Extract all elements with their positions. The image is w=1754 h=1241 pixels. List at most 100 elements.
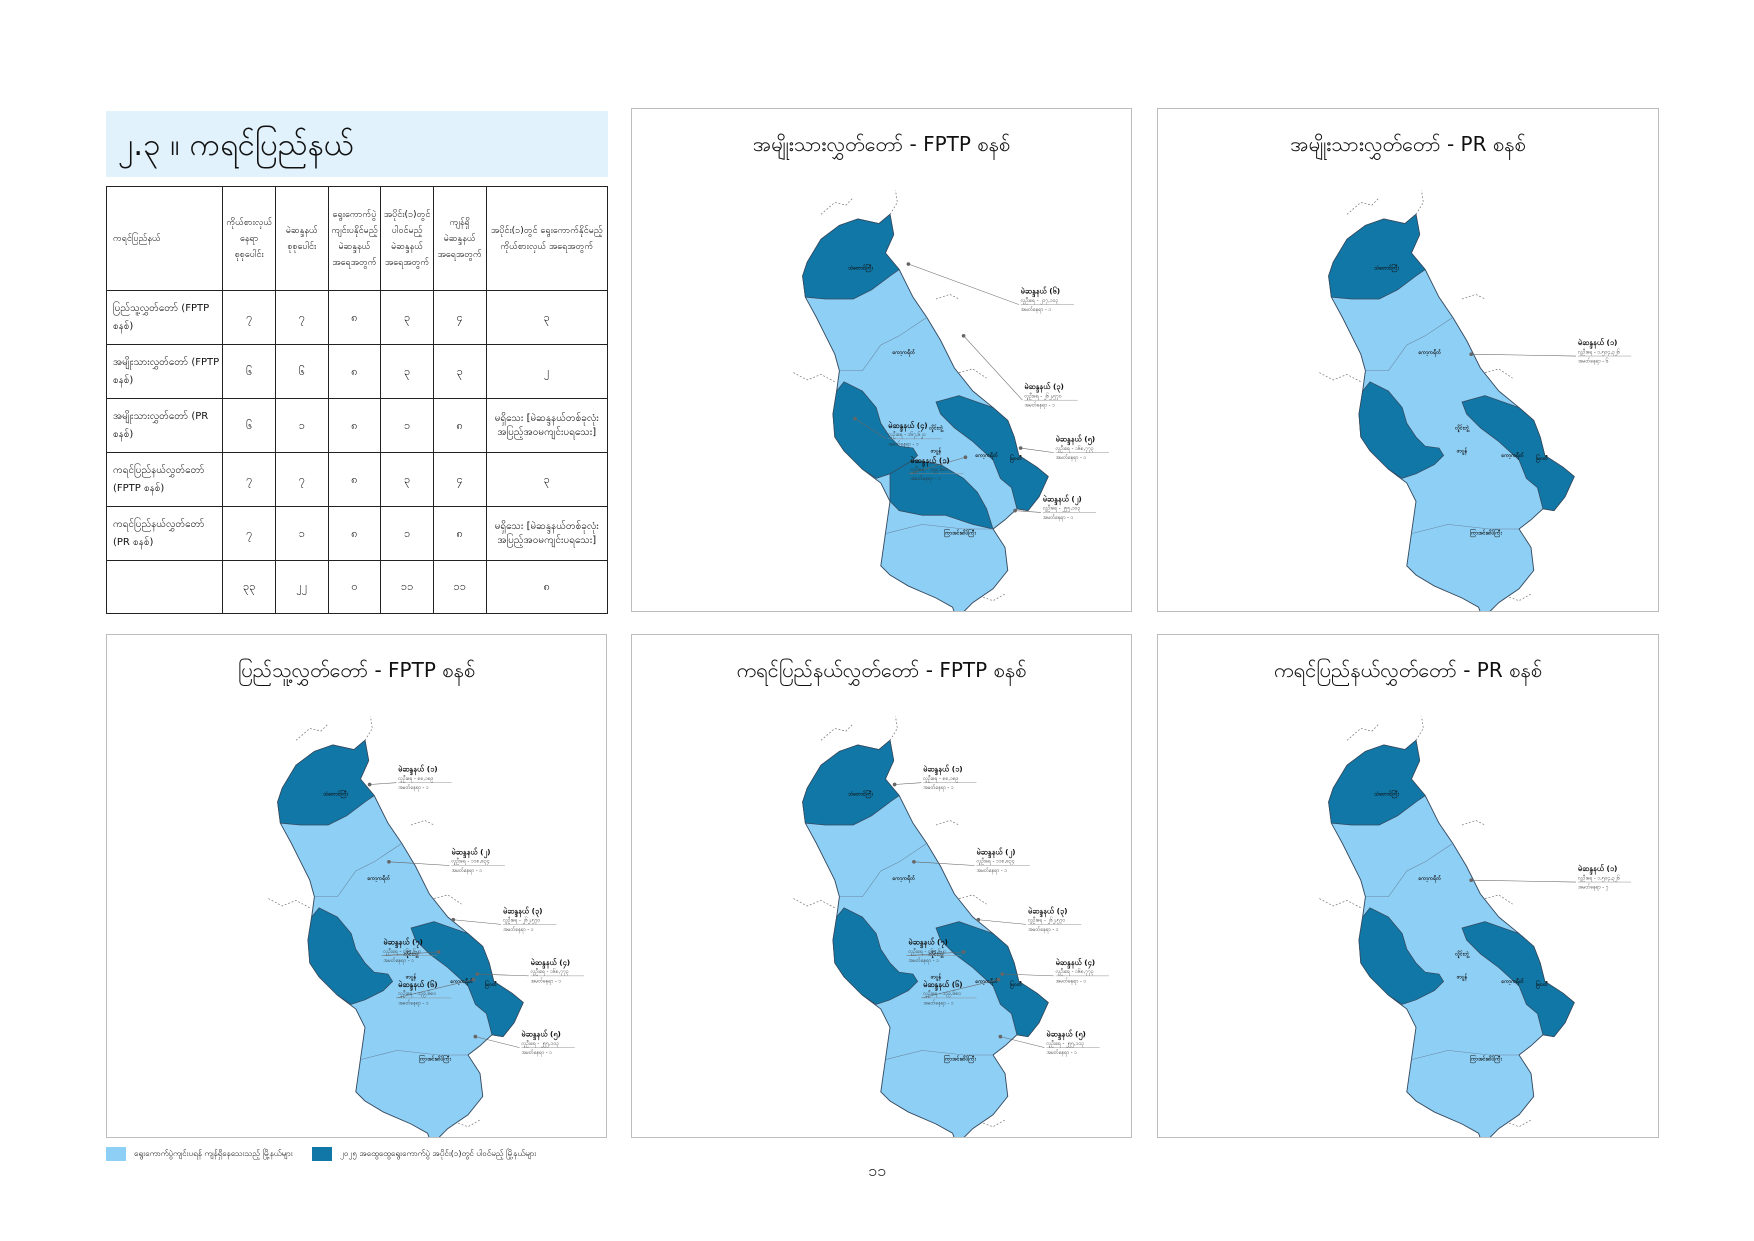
map-title: ကရင်ပြည်နယ်လွှတ်တော် - PR စနစ်: [1274, 658, 1542, 682]
district-boundary: [360, 1050, 469, 1060]
state-map: သံတောင်ကြီးကော့ကရိတ်လှိုင်းဘွဲ့ဖာပွန်ကော…: [1319, 716, 1632, 1137]
district-boundary: [1365, 843, 1453, 898]
state-map: သံတောင်ကြီးကော့ကရိတ်လှိုင်းဘွဲ့ဖာပွန်ကော…: [793, 190, 1109, 611]
page-title-box: ၂.၃ ။ ကရင်ပြည်နယ်: [106, 111, 608, 177]
page-title: ၂.၃ ။ ကရင်ပြည်နယ်: [118, 127, 354, 163]
cell: ၁: [380, 506, 434, 561]
constituency-seats: အမတ်နေရာ - ၁: [887, 441, 919, 447]
constituency-point: [1018, 446, 1023, 450]
constituency-seats: အမတ်နေရာ - ၁: [397, 1000, 429, 1006]
constituency-population: လူဦးရေ - ၂၅၅,၁၀၃: [1046, 1041, 1084, 1047]
row-name: [105, 560, 224, 614]
map-panel-national-pr: အမျိုးသားလွှတ်တော် - PR စနစ် သံတောင်ကြီး…: [1157, 108, 1659, 612]
leader-line: [1000, 1036, 1045, 1048]
row-name: ကရင်ပြည်နယ်လွှတ်တော် (FPTP စနစ်): [105, 452, 224, 507]
township-label: ကြာအင်းဆိပ်ကြီး: [1470, 530, 1502, 538]
constituency-point: [1469, 878, 1474, 883]
constituency-seats: အမတ်နေရာ - ၆: [1577, 358, 1609, 364]
map-svg: သံတောင်ကြီးကော့ကရိတ်လှိုင်းဘွဲ့ဖာပွန်ကော…: [793, 190, 1109, 611]
constituency-population: လူဦးရေ - ၁,၅၀၄,၃၂၆: [1578, 349, 1620, 355]
constituency-title: မဲဆန္ဒနယ် (၂): [451, 847, 490, 858]
leader-line: [913, 861, 975, 866]
constituency-point: [1469, 352, 1474, 357]
township-label: ဖာပွန်: [1456, 449, 1468, 456]
constituency-point: [998, 1034, 1003, 1039]
table-row: အမျိုးသားလွှတ်တော် (PR စနစ်) ၆ ၁ ၈ ၁ ၈ မ…: [105, 398, 609, 453]
border-dash: [1461, 820, 1486, 826]
table-header: ကရင်ပြည်နယ်: [105, 186, 224, 291]
township-label: ဖာပွန်: [405, 975, 417, 982]
township-label: သံတောင်ကြီး: [323, 791, 348, 799]
cell: ၈: [327, 344, 382, 399]
constituency-population: လူဦးရေ - ၂၅၅,၁၀၃: [521, 1041, 559, 1047]
constituency-point: [853, 416, 857, 421]
cell: ၈: [327, 398, 382, 453]
constituency-population: လူဦးရေ - ၁၃၉,၆၈၀: [398, 991, 437, 997]
township-label: ကြာအင်းဆိပ်ကြီး: [944, 530, 976, 538]
map-panel-pyithu-fptp: ပြည်သူ့လွှတ်တော် - FPTP စနစ် သံတောင်ကြီး…: [106, 634, 607, 1138]
cell: ၇: [222, 452, 277, 507]
table-header: ကိုယ်စားလှယ် နေရာ စုစုပေါင်း: [222, 186, 277, 291]
constituency-title: မဲဆန္ဒနယ် (၁): [923, 765, 963, 776]
constituency-title: မဲဆန္ဒနယ် (၁): [1578, 338, 1618, 349]
township-label: မြဝတီ: [1536, 455, 1549, 463]
constituency-point: [1000, 972, 1005, 976]
border-dash: [295, 723, 329, 741]
constituency-seats: အမတ်နေရာ - ၁: [397, 785, 429, 791]
constituency-point: [996, 977, 1001, 982]
constituency-point: [451, 917, 456, 922]
leader-line: [906, 951, 964, 956]
cell: မရှိသေး [မဲဆန္ဒနယ်တစ်ခုလုံး အပြည့်အဝမကျင…: [485, 398, 609, 453]
constituency-seats: အမတ်နေရာ - ၁: [1045, 1050, 1077, 1056]
township-label: ဖာပွန်: [930, 975, 942, 982]
border-dash: [410, 820, 435, 826]
leader-line: [381, 951, 439, 956]
border-dash: [935, 820, 960, 826]
border-dash: [364, 716, 373, 741]
township-label: ကော့ကရိတ်: [974, 453, 999, 460]
map-svg: သံတောင်ကြီးကော့ကရိတ်လှိုင်းဘွဲ့ဖာပွန်ကော…: [268, 716, 584, 1137]
leader-line: [475, 1036, 520, 1048]
cell: ၃: [432, 344, 487, 399]
legend-label: ၂၀၂၅ အထွေထွေရွေးကောက်ပွဲ အပိုင်း(၁)တွင် …: [340, 1149, 537, 1158]
table-header-row: ကရင်ပြည်နယ် ကိုယ်စားလှယ် နေရာ စုစုပေါင်း…: [105, 186, 609, 291]
district-boundary: [1411, 524, 1520, 534]
border-dash: [889, 716, 898, 741]
constituency-seats: အမတ်နေရာ - ၁: [975, 868, 1007, 874]
constituency-population: လူဦးရေ - ၁၆၈,၇၇၃: [1056, 446, 1094, 452]
border-dash: [433, 894, 462, 905]
row-name: အမျိုးသားလွှတ်တော် (FPTP စနစ်): [105, 344, 224, 399]
constituency-population: လူဦးရေ - ၁၆၈,၇၇၃: [1056, 969, 1094, 975]
leader-line: [1020, 447, 1054, 453]
leader-line: [477, 973, 529, 977]
table-total-row: ၃၃ ၂၂ ၀ ၁၁ ၁၁ ၈: [105, 560, 609, 614]
map-title: အမျိုးသားလွှတ်တော် - FPTP စနစ်: [752, 132, 1011, 156]
region-north: [1328, 213, 1426, 300]
cell: ၁: [275, 398, 329, 453]
total-cell: ၁၁: [380, 560, 434, 614]
border-dash: [1319, 898, 1361, 909]
map-title: အမျိုးသားလွှတ်တော် - PR စနစ်: [1290, 132, 1526, 156]
constituency-title: မဲဆန္ဒနယ် (၅): [521, 1030, 561, 1041]
leader-line: [388, 861, 450, 866]
constituency-population: လူဦးရေ - ၁၁၈,၈၃၄: [976, 859, 1014, 865]
total-cell: ၀: [327, 560, 382, 614]
map-panel-state-pr: ကရင်ပြည်နယ်လွှတ်တော် - PR စနစ် သံတောင်ကြ…: [1157, 634, 1659, 1138]
constituency-seats: အမတ်နေရာ - ၁: [1020, 307, 1052, 313]
border-dash: [1319, 372, 1361, 383]
map-title: ပြည်သူ့လွှတ်တော် - FPTP စနစ်: [237, 658, 476, 682]
constituency-point: [892, 782, 897, 787]
constituency-population: လူဦးရေ - ၈၈,၁၈၉: [398, 776, 434, 782]
region-east: [935, 395, 1049, 511]
constituency-title: မဲဆန္ဒနယ် (၅): [1046, 1030, 1086, 1041]
leader-line: [396, 979, 474, 999]
constituency-population: လူဦးရေ - ၁၆၈,၇၇၃: [531, 969, 569, 975]
constituency-title: မဲဆန္ဒနယ် (၄): [888, 421, 928, 432]
region-west: [832, 907, 919, 1005]
constituency-title: မဲဆန္ဒနယ် (၇): [908, 938, 948, 949]
table-header: အပိုင်း(၁)တွင် ရွေးကောက်နိုင်မည့် ကိုယ်စ…: [485, 186, 609, 291]
constituency-population: လူဦးရေ - ၁၃၉,၆၈၀: [910, 467, 949, 473]
district-boundary: [885, 1050, 994, 1060]
state-outline: [802, 739, 1049, 1137]
constituency-population: လူဦးရေ - ၄၆၇,၆၂၀: [383, 949, 422, 955]
